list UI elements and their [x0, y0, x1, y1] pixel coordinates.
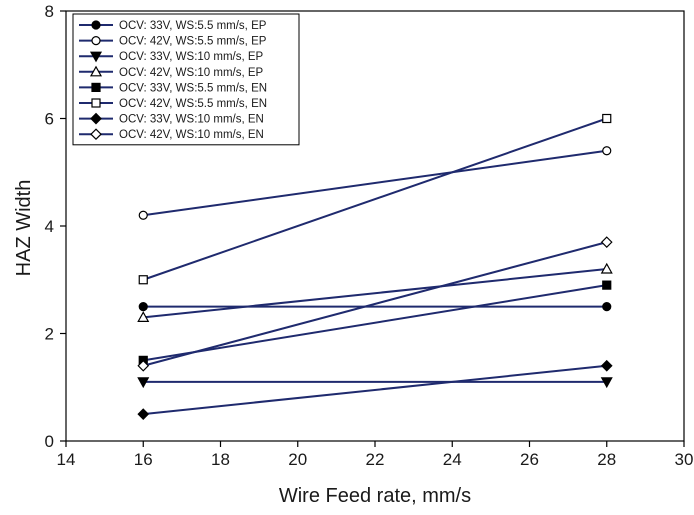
- data-point: [137, 377, 150, 389]
- x-tick-label: 14: [57, 450, 76, 469]
- series-line: [142, 117, 608, 281]
- x-tick-label: 22: [366, 450, 385, 469]
- data-point: [600, 236, 613, 248]
- series-line: [143, 149, 607, 217]
- series-6: [138, 113, 612, 285]
- legend-label: OCV: 33V, WS:10 mm/s, EP: [119, 51, 264, 63]
- legend-item: OCV: 42V, WS:10 mm/s, EN: [79, 128, 264, 141]
- legend-item: OCV: 33V, WS:10 mm/s, EP: [79, 51, 264, 63]
- legend: OCV: 33V, WS:5.5 mm/s, EP OCV: 42V, WS:5.…: [72, 13, 300, 146]
- series-line: [143, 364, 607, 416]
- data-point: [602, 146, 612, 156]
- data-point: [602, 113, 612, 124]
- y-tick-label: 2: [45, 325, 54, 344]
- legend-item: OCV: 33V, WS:5.5 mm/s, EP: [79, 20, 267, 32]
- series-3: [137, 377, 613, 389]
- legend-marker: [90, 128, 102, 141]
- data-point: [600, 359, 613, 372]
- legend-marker: [91, 98, 101, 108]
- legend-marker: [89, 51, 103, 63]
- legend-marker: [90, 112, 102, 125]
- data-point: [602, 280, 612, 290]
- data-point: [138, 275, 148, 285]
- legend-item: OCV: 33V, WS:10 mm/s, EN: [79, 112, 264, 126]
- legend-box: [72, 13, 300, 146]
- x-tick-label: 28: [597, 450, 616, 469]
- data-point: [137, 408, 150, 420]
- legend-marker: [91, 20, 101, 30]
- legend-label: OCV: 33V, WS:10 mm/s, EN: [119, 114, 264, 126]
- series-line: [143, 284, 607, 362]
- y-tick-label: 6: [45, 110, 54, 129]
- x-tick-label: 30: [675, 450, 694, 469]
- y-tick-label: 0: [45, 432, 54, 451]
- x-tick-label: 20: [288, 450, 307, 469]
- y-axis-title: HAZ Width: [13, 180, 35, 277]
- x-tick-label: 26: [520, 450, 539, 469]
- legend-marker: [89, 65, 103, 77]
- y-tick-label: 8: [45, 2, 54, 21]
- x-axis-title: Wire Feed rate, mm/s: [279, 485, 471, 507]
- x-tick-label: 18: [211, 450, 230, 469]
- data-point: [600, 377, 613, 389]
- x-tick-label: 24: [443, 450, 462, 469]
- legend-marker: [91, 35, 101, 46]
- series-8: [137, 236, 613, 372]
- legend-label: OCV: 42V, WS:5.5 mm/s, EN: [119, 98, 267, 110]
- legend-item: OCV: 33V, WS:5.5 mm/s, EN: [79, 82, 267, 94]
- data-point: [138, 210, 148, 220]
- series-2: [138, 146, 612, 220]
- series-line: [143, 268, 607, 319]
- series-layer: [137, 113, 613, 420]
- legend-item: OCV: 42V, WS:5.5 mm/s, EP: [79, 36, 267, 48]
- series-7: [137, 359, 613, 420]
- series-line: [142, 241, 608, 367]
- legend-label: OCV: 42V, WS:10 mm/s, EP: [119, 67, 264, 79]
- x-tick-label: 16: [134, 450, 153, 469]
- legend-marker: [91, 82, 101, 93]
- data-point: [600, 262, 613, 274]
- data-point: [138, 302, 148, 312]
- data-point: [602, 302, 612, 312]
- data-point: [137, 311, 150, 322]
- data-point: [137, 359, 150, 372]
- series-1: [138, 302, 612, 312]
- legend-label: OCV: 42V, WS:10 mm/s, EN: [119, 129, 264, 141]
- legend-item: OCV: 42V, WS:5.5 mm/s, EN: [79, 98, 267, 110]
- series-4: [137, 262, 613, 322]
- y-tick-label: 4: [45, 217, 54, 236]
- legend-label: OCV: 33V, WS:5.5 mm/s, EN: [119, 82, 267, 94]
- legend-label: OCV: 42V, WS:5.5 mm/s, EP: [119, 36, 267, 48]
- legend-label: OCV: 33V, WS:5.5 mm/s, EP: [119, 20, 267, 32]
- legend-item: OCV: 42V, WS:10 mm/s, EP: [79, 65, 264, 79]
